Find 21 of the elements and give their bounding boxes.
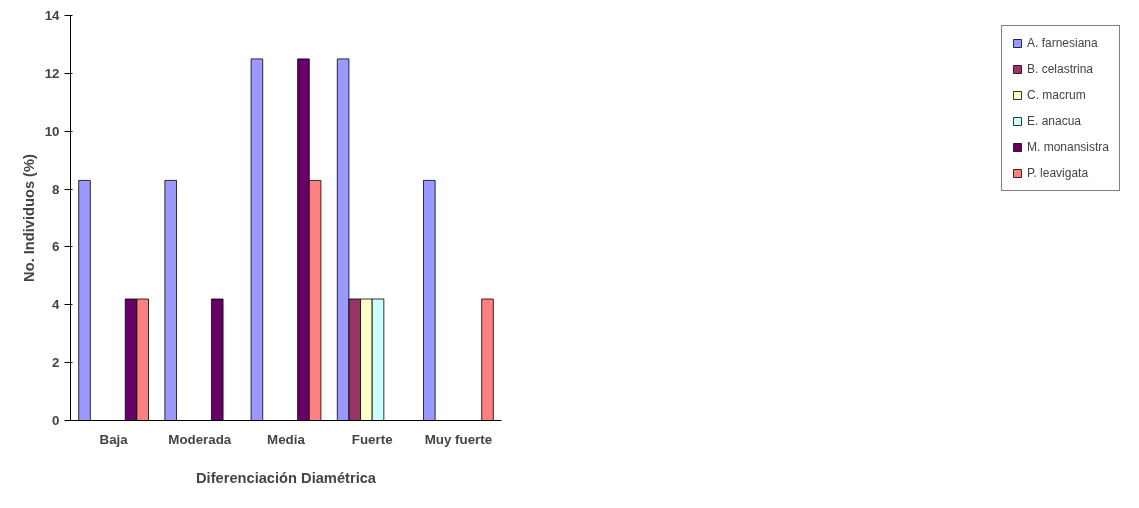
x-tick-label: Baja (99, 431, 129, 447)
y-tick-label: 0 (52, 413, 60, 428)
y-tick-label: 12 (44, 65, 60, 81)
legend-label: A. farnesiana (1026, 36, 1098, 50)
x-axis-title: Diferenciación Diamétrica (195, 469, 377, 486)
x-tick-label: Moderada (168, 431, 232, 447)
x-tick-label: Media (267, 431, 306, 447)
y-axis-title: No. Individuos (%) (20, 153, 37, 282)
legend-label: M. monansistra (1026, 140, 1109, 154)
legend-label: E. anacua (1026, 114, 1082, 128)
x-tick-label: Muy fuerte (424, 431, 493, 447)
legend-label: B. celastrina (1026, 62, 1093, 76)
y-tick-label: 8 (52, 181, 60, 197)
y-tick-label: 2 (52, 355, 60, 371)
legend-label: P. leavigata (1026, 166, 1089, 180)
y-tick-label: 10 (44, 123, 60, 139)
x-tick-label: Fuerte (351, 431, 393, 447)
legend-label: C. macrum (1026, 88, 1086, 102)
y-tick-label: 6 (52, 239, 60, 255)
y-tick-label: 14 (44, 8, 61, 23)
y-tick-label: 4 (52, 297, 61, 313)
